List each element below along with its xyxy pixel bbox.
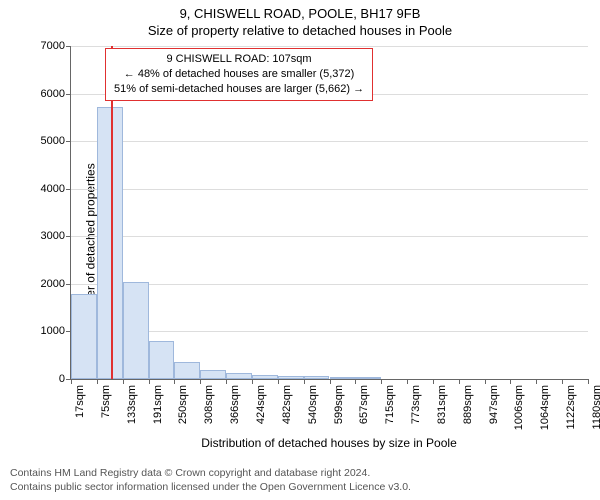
y-tick-label: 7000 (31, 40, 65, 52)
y-tick-mark (66, 94, 71, 95)
histogram-bar (278, 376, 304, 379)
y-tick-mark (66, 46, 71, 47)
chart-container: Number of detached properties 0100020003… (0, 42, 600, 450)
gridline (71, 236, 588, 237)
histogram-bar (71, 294, 97, 379)
x-tick-mark (123, 379, 124, 384)
x-tick-label: 889sqm (462, 385, 474, 424)
x-tick-mark (510, 379, 511, 384)
y-tick-label: 5000 (31, 135, 65, 147)
y-tick-label: 6000 (31, 88, 65, 100)
footer-line-2: Contains public sector information licen… (10, 480, 411, 494)
x-tick-mark (149, 379, 150, 384)
footer-line-1: Contains HM Land Registry data © Crown c… (10, 466, 411, 480)
x-tick-mark (407, 379, 408, 384)
histogram-bar (226, 373, 252, 379)
y-tick-label: 0 (31, 373, 65, 385)
x-tick-label: 831sqm (436, 385, 448, 424)
histogram-bar (97, 107, 123, 379)
x-tick-label: 1006sqm (513, 385, 525, 430)
histogram-bar (200, 370, 226, 379)
x-tick-label: 250sqm (177, 385, 189, 424)
x-tick-mark (330, 379, 331, 384)
x-tick-label: 75sqm (100, 385, 112, 418)
x-tick-mark (485, 379, 486, 384)
x-tick-label: 482sqm (281, 385, 293, 424)
x-tick-label: 715sqm (384, 385, 396, 424)
annotation-box: 9 CHISWELL ROAD: 107sqm ← 48% of detache… (105, 48, 373, 101)
annotation-line-1: 9 CHISWELL ROAD: 107sqm (114, 52, 364, 67)
x-tick-mark (278, 379, 279, 384)
histogram-bar (174, 362, 200, 379)
x-tick-label: 947sqm (488, 385, 500, 424)
x-tick-label: 191sqm (152, 385, 164, 424)
gridline (71, 141, 588, 142)
histogram-bar (252, 375, 278, 379)
x-tick-mark (226, 379, 227, 384)
x-tick-label: 657sqm (358, 385, 370, 424)
histogram-bar (304, 376, 330, 379)
x-tick-label: 133sqm (126, 385, 138, 424)
x-tick-mark (459, 379, 460, 384)
histogram-bar (330, 377, 356, 379)
x-tick-mark (304, 379, 305, 384)
histogram-bar (123, 282, 149, 379)
x-tick-label: 1122sqm (565, 385, 577, 429)
y-tick-label: 4000 (31, 183, 65, 195)
y-tick-label: 2000 (31, 278, 65, 290)
x-tick-label: 1064sqm (539, 385, 551, 430)
histogram-bar (149, 341, 175, 379)
gridline (71, 331, 588, 332)
page-subtitle: Size of property relative to detached ho… (0, 21, 600, 42)
y-tick-mark (66, 189, 71, 190)
x-tick-mark (200, 379, 201, 384)
x-tick-mark (433, 379, 434, 384)
y-tick-mark (66, 141, 71, 142)
page-title: 9, CHISWELL ROAD, POOLE, BH17 9FB (0, 0, 600, 21)
x-tick-mark (536, 379, 537, 384)
x-tick-mark (562, 379, 563, 384)
x-tick-mark (174, 379, 175, 384)
annotation-line-2: ← 48% of detached houses are smaller (5,… (114, 67, 364, 82)
x-tick-mark (97, 379, 98, 384)
x-tick-label: 424sqm (255, 385, 267, 424)
x-tick-label: 366sqm (229, 385, 241, 424)
x-axis-label: Distribution of detached houses by size … (70, 436, 588, 450)
y-tick-mark (66, 284, 71, 285)
x-tick-mark (588, 379, 589, 384)
x-tick-label: 308sqm (203, 385, 215, 424)
y-tick-label: 1000 (31, 325, 65, 337)
x-tick-mark (355, 379, 356, 384)
histogram-bar (355, 377, 381, 379)
x-tick-label: 17sqm (74, 385, 86, 418)
gridline (71, 284, 588, 285)
x-tick-label: 599sqm (333, 385, 345, 424)
gridline (71, 46, 588, 47)
x-tick-label: 540sqm (307, 385, 319, 424)
x-tick-label: 1180sqm (591, 385, 600, 429)
x-tick-label: 773sqm (410, 385, 422, 424)
x-tick-mark (71, 379, 72, 384)
y-tick-mark (66, 236, 71, 237)
annotation-line-3: 51% of semi-detached houses are larger (… (114, 82, 364, 97)
gridline (71, 189, 588, 190)
footer: Contains HM Land Registry data © Crown c… (10, 466, 411, 494)
y-tick-label: 3000 (31, 230, 65, 242)
x-tick-mark (381, 379, 382, 384)
x-tick-mark (252, 379, 253, 384)
